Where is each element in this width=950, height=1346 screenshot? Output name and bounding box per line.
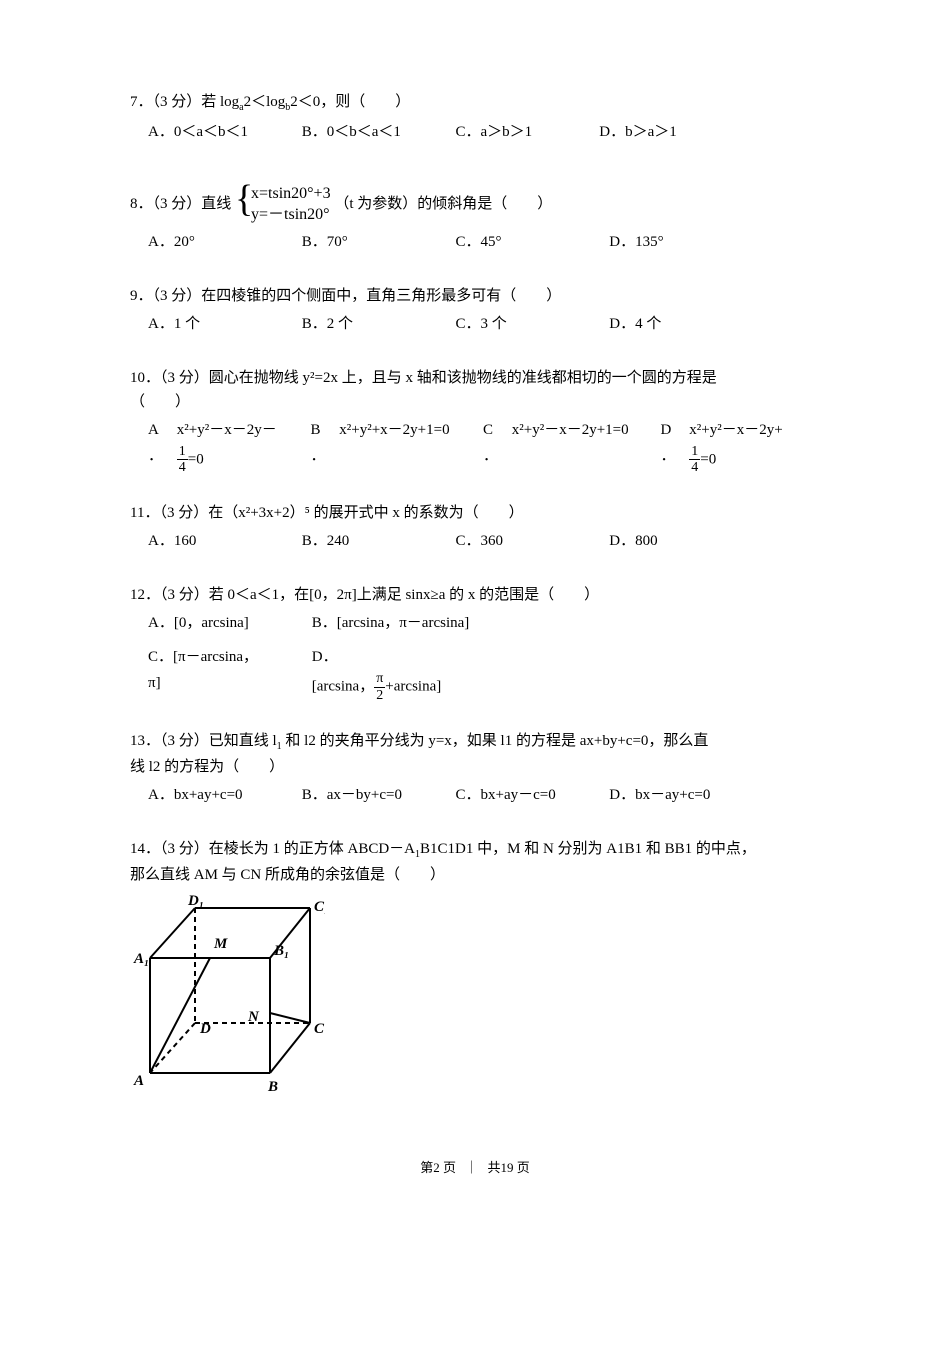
q7-text-c: 2＜0，则（ ）	[290, 94, 410, 110]
q11-stem: 11．（3 分）在（x²+3x+2）⁵ 的展开式中 x 的系数为（ ）	[130, 501, 820, 525]
q10-body-D: x²+y²－x－2y+ 14=0	[689, 418, 782, 476]
q8-suffix: （t 为参数）的倾斜角是（ ）	[334, 196, 552, 212]
question-13: 13．（3 分）已知直线 l1 和 l2 的夹角平分线为 y=x，如果 l1 的…	[130, 729, 820, 807]
footer-c: 共19 页	[488, 1160, 530, 1175]
svg-text:B₁: B₁	[273, 943, 289, 959]
brace-icon: {	[235, 180, 253, 218]
q8-stem: 8．（3 分）直线 { x=tsin20°+3 y=－tsin20° （t 为参…	[130, 184, 820, 226]
q14-line2: 那么直线 AM 与 CN 所成角的余弦值是（ ）	[130, 863, 820, 887]
q10-body-C: x²+y²－x－2y+1=0	[512, 418, 657, 444]
q12-stem: 12．（3 分）若 0＜a＜1，在[0，2π]上满足 sinx≥a 的 x 的范…	[130, 583, 820, 607]
q14-line1: 14．（3 分）在棱长为 1 的正方体 ABCD－A1B1C1D1 中，M 和 …	[130, 837, 820, 863]
q12-opt-D: D． [arcsina，π2+arcsina]	[312, 645, 441, 703]
question-12: 12．（3 分）若 0＜a＜1，在[0，2π]上满足 sinx≥a 的 x 的范…	[130, 583, 820, 703]
question-10: 10．（3 分）圆心在抛物线 y²=2x 上，且与 x 轴和该抛物线的准线都相切…	[130, 366, 820, 476]
q13-opt-A: A．bx+ay+c=0	[148, 783, 298, 807]
q12-row2: C．[π－arcsina， π] D． [arcsina，π2+arcsina]	[130, 645, 820, 703]
svg-text:D₁: D₁	[187, 893, 204, 909]
frac-D: 14	[689, 444, 700, 476]
q7-text-b: 2＜log	[244, 94, 286, 110]
q13-opt-C: C．bx+ay－c=0	[456, 783, 606, 807]
q12-frac: π2	[374, 671, 385, 703]
svg-text:C: C	[314, 1021, 325, 1037]
q9-opt-C: C．3 个	[456, 312, 606, 336]
question-8: 8．（3 分）直线 { x=tsin20°+3 y=－tsin20° （t 为参…	[130, 184, 820, 254]
svg-text:D: D	[199, 1021, 211, 1037]
q7-opt-D: D．b＞a＞1	[599, 120, 677, 144]
q13-opt-B: B．ax－by+c=0	[302, 783, 452, 807]
q10-line1: 10．（3 分）圆心在抛物线 y²=2x 上，且与 x 轴和该抛物线的准线都相切…	[130, 366, 820, 390]
svg-text:N: N	[247, 1009, 260, 1025]
q10-options: A ． x²+y²－x－2y－ 14=0 B ． x²+y²+x－2y+1=0 …	[130, 418, 820, 476]
q7-options: A．0＜a＜b＜1 B．0＜b＜a＜1 C．a＞b＞1 D．b＞a＞1	[130, 120, 820, 144]
q13-options: A．bx+ay+c=0 B．ax－by+c=0 C．bx+ay－c=0 D．bx…	[130, 783, 820, 807]
q7-text-a: 7．（3 分）若 log	[130, 94, 239, 110]
q10-lab-D: D ．	[661, 418, 686, 468]
q8-opt-C: C．45°	[456, 230, 606, 254]
q10-lab-B: B ．	[311, 418, 336, 468]
q9-options: A．1 个 B．2 个 C．3 个 D．4 个	[130, 312, 820, 336]
frac-A: 14	[177, 444, 188, 476]
q8-options: A．20° B．70° C．45° D．135°	[130, 230, 820, 254]
q11-opt-C: C．360	[456, 529, 606, 553]
question-9: 9．（3 分）在四棱锥的四个侧面中，直角三角形最多可有（ ） A．1 个 B．2…	[130, 284, 820, 336]
footer-sep: ｜	[465, 1160, 478, 1175]
q8-system: { x=tsin20°+3 y=－tsin20°	[235, 184, 331, 226]
q7-stem: 7．（3 分）若 loga2＜logb2＜0，则（ ）	[130, 90, 820, 116]
q13-line1: 13．（3 分）已知直线 l1 和 l2 的夹角平分线为 y=x，如果 l1 的…	[130, 729, 820, 755]
q9-opt-B: B．2 个	[302, 312, 452, 336]
q12-opt-C: C．[π－arcsina， π]	[148, 645, 308, 695]
q7-opt-C: C．a＞b＞1	[456, 120, 596, 144]
question-11: 11．（3 分）在（x²+3x+2）⁵ 的展开式中 x 的系数为（ ） A．16…	[130, 501, 820, 553]
page-root: 7．（3 分）若 loga2＜logb2＜0，则（ ） A．0＜a＜b＜1 B．…	[65, 0, 885, 1219]
q9-stem: 9．（3 分）在四棱锥的四个侧面中，直角三角形最多可有（ ）	[130, 284, 820, 308]
q8-opt-B: B．70°	[302, 230, 452, 254]
q8-prefix: 8．（3 分）直线	[130, 196, 235, 212]
q13-opt-D: D．bx－ay+c=0	[609, 783, 710, 807]
q11-opt-B: B．240	[302, 529, 452, 553]
footer-a: 第2 页	[420, 1160, 456, 1175]
q8-sys-row1: x=tsin20°+3	[251, 184, 331, 205]
svg-text:A₁: A₁	[133, 951, 149, 967]
q10-line2: （ ）	[130, 390, 820, 414]
q10-lab-C: C ．	[483, 418, 508, 468]
q11-options: A．160 B．240 C．360 D．800	[130, 529, 820, 553]
q10-body-A: x²+y²－x－2y－ 14=0	[177, 418, 307, 476]
q9-opt-A: A．1 个	[148, 312, 298, 336]
cube-diagram: D₁ C₁ A₁ B₁ M N D C A B	[130, 893, 325, 1098]
q10-body-B: x²+y²+x－2y+1=0	[339, 418, 479, 444]
q12-row1: A．[0，arcsina] B．[arcsina，π－arcsina]	[130, 611, 820, 635]
q11-opt-D: D．800	[609, 529, 657, 553]
question-7: 7．（3 分）若 loga2＜logb2＜0，则（ ） A．0＜a＜b＜1 B．…	[130, 90, 820, 144]
q8-opt-D: D．135°	[609, 230, 663, 254]
q7-opt-A: A．0＜a＜b＜1	[148, 120, 298, 144]
svg-text:M: M	[213, 936, 228, 952]
q9-opt-D: D．4 个	[609, 312, 661, 336]
svg-text:C₁: C₁	[314, 899, 325, 915]
question-14: 14．（3 分）在棱长为 1 的正方体 ABCD－A1B1C1D1 中，M 和 …	[130, 837, 820, 1098]
page-footer: 第2 页 ｜ 共19 页	[130, 1158, 820, 1179]
q12-opt-B: B．[arcsina，π－arcsina]	[312, 611, 470, 635]
q7-opt-B: B．0＜b＜a＜1	[302, 120, 452, 144]
q13-line2: 线 l2 的方程为（ ）	[130, 755, 820, 779]
q11-opt-A: A．160	[148, 529, 298, 553]
q10-lab-A: A ．	[148, 418, 173, 468]
q8-sys-row2: y=－tsin20°	[251, 205, 331, 226]
q12-opt-A: A．[0，arcsina]	[148, 611, 308, 635]
svg-text:B: B	[267, 1079, 278, 1095]
q8-opt-A: A．20°	[148, 230, 298, 254]
svg-text:A: A	[133, 1073, 144, 1089]
